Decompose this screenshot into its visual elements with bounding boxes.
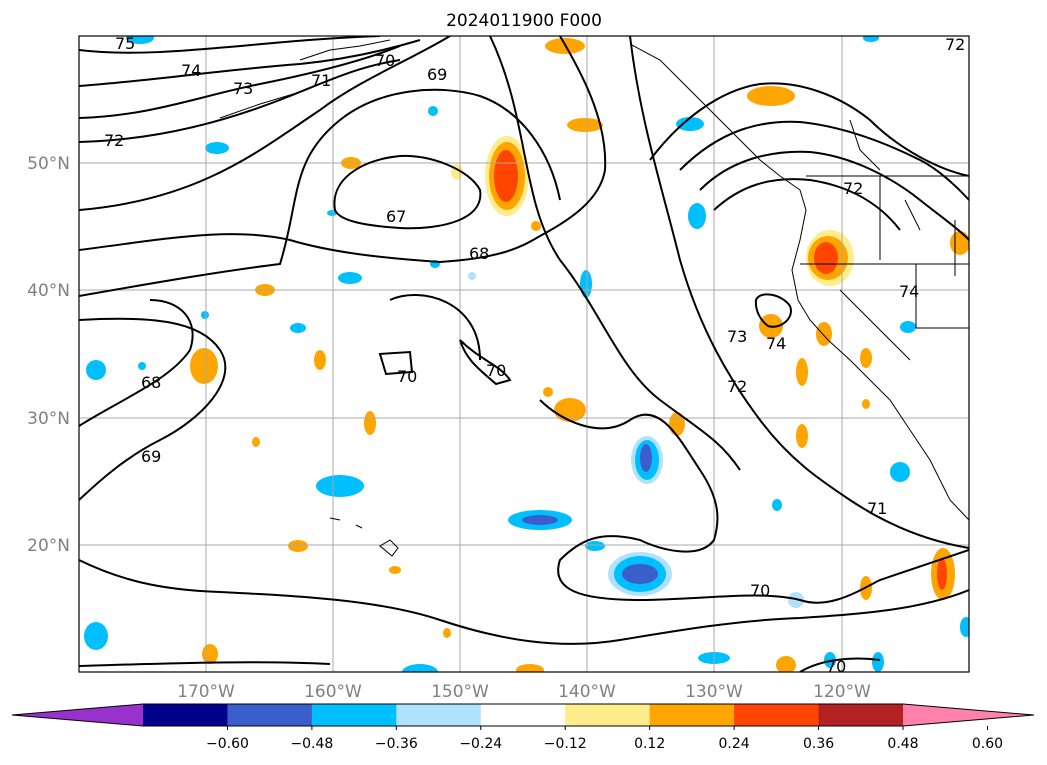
lon-label: 120°W bbox=[813, 682, 871, 702]
lat-label: 20°N bbox=[27, 536, 70, 556]
colorbar-segment bbox=[396, 704, 482, 726]
contour-label: 72 bbox=[843, 179, 863, 198]
contour-label: 69 bbox=[427, 65, 447, 84]
longitude-labels: 170°W 160°W 150°W 140°W 130°W 120°W bbox=[177, 682, 871, 702]
colorbar-tick-label: 0.24 bbox=[719, 736, 750, 752]
colorbar-tick-label: 0.60 bbox=[972, 736, 1003, 752]
positive-anomaly-shading bbox=[190, 38, 969, 672]
contour-label: 69 bbox=[141, 447, 161, 466]
colorbar-tick-label: −0.60 bbox=[206, 736, 249, 752]
colorbar-segment bbox=[143, 704, 228, 726]
contour-label: 70 bbox=[826, 657, 846, 676]
map-area bbox=[79, 36, 969, 672]
contour-label: 68 bbox=[469, 244, 489, 263]
colorbar-tick-label: −0.12 bbox=[544, 736, 587, 752]
colorbar-tick-label: 0.12 bbox=[634, 736, 665, 752]
lat-label: 50°N bbox=[27, 154, 70, 174]
contour-label: 70 bbox=[750, 581, 770, 600]
contour-label: 72 bbox=[727, 377, 747, 396]
lon-label: 150°W bbox=[431, 682, 489, 702]
height-contours bbox=[79, 36, 969, 672]
contour-label: 73 bbox=[727, 327, 747, 346]
colorbar-tick-label: 0.48 bbox=[887, 736, 918, 752]
contour-label: 74 bbox=[766, 334, 786, 353]
colorbar-segment bbox=[565, 704, 651, 726]
colorbar-extend-low bbox=[12, 704, 143, 726]
colorbar-segment bbox=[818, 704, 904, 726]
contour-label: 74 bbox=[181, 61, 201, 80]
colorbar-segment bbox=[649, 704, 735, 726]
colorbar-segment bbox=[227, 704, 313, 726]
contour-label: 75 bbox=[115, 34, 135, 53]
contour-label: 71 bbox=[867, 499, 887, 518]
coastlines bbox=[219, 39, 969, 557]
colorbar-segment bbox=[311, 704, 397, 726]
contour-label: 70 bbox=[397, 367, 417, 386]
lon-label: 130°W bbox=[685, 682, 743, 702]
contour-label: 72 bbox=[945, 35, 965, 54]
latitude-labels: 50°N 40°N 30°N 20°N bbox=[27, 154, 70, 556]
colorbar-outline bbox=[11, 703, 1035, 727]
colorbar-tick-label: −0.24 bbox=[459, 736, 502, 752]
colorbar-tick-label: −0.36 bbox=[375, 736, 418, 752]
contour-label: 71 bbox=[311, 71, 331, 90]
contour-label: 72 bbox=[104, 131, 124, 150]
map-frame bbox=[78, 35, 970, 673]
contour-label: 74 bbox=[899, 282, 919, 301]
colorbar-segment bbox=[734, 704, 820, 726]
lon-label: 170°W bbox=[177, 682, 235, 702]
contour-label: 70 bbox=[375, 51, 395, 70]
lon-label: 160°W bbox=[304, 682, 362, 702]
lat-label: 30°N bbox=[27, 409, 70, 429]
colorbar-tick-label: 0.36 bbox=[803, 736, 834, 752]
contour-label: 73 bbox=[233, 79, 253, 98]
contour-label: 68 bbox=[141, 373, 161, 392]
lon-label: 140°W bbox=[558, 682, 616, 702]
gridlines bbox=[79, 36, 969, 672]
colorbar-extend-high bbox=[903, 704, 1034, 726]
colorbar: −0.60 −0.48 −0.36 −0.24 −0.12 0.12 0.24 0.36 0.4… bbox=[11, 703, 1035, 752]
contour-labels: 75 74 73 71 70 69 72 67 68 70 70 68 69 7… bbox=[104, 34, 965, 676]
map-title: 2024011900 F000 bbox=[446, 11, 602, 31]
contour-label: 67 bbox=[386, 207, 406, 226]
lat-label: 40°N bbox=[27, 281, 70, 301]
colorbar-segment bbox=[480, 704, 566, 726]
colorbar-tick-label: −0.48 bbox=[290, 736, 333, 752]
contour-label: 70 bbox=[486, 361, 506, 380]
